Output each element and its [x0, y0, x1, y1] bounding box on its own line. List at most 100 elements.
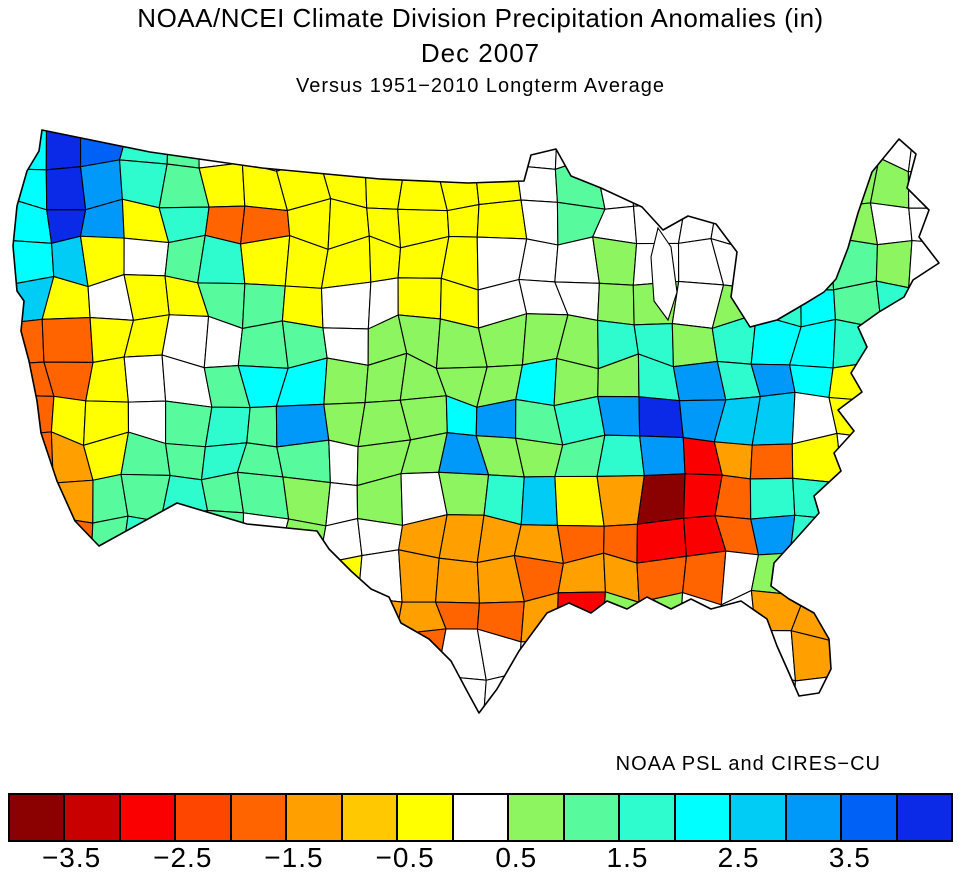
- climate-division-cell: [840, 476, 880, 522]
- climate-division-cell: [751, 130, 806, 171]
- climate-division-cell: [41, 317, 94, 363]
- climate-division-cell: [518, 671, 568, 713]
- map-svg: [12, 129, 940, 714]
- climate-division-cell: [873, 518, 918, 564]
- climate-division-cell: [45, 130, 82, 171]
- figure-header: NOAA/NCEI Climate Division Precipitation…: [0, 0, 961, 98]
- climate-division-cell: [518, 639, 568, 674]
- colorbar-tick-label: −0.5: [375, 842, 435, 873]
- colorbar-segment-15: [842, 795, 898, 840]
- climate-division-cell: [636, 517, 687, 564]
- climate-division-cell: [789, 514, 842, 564]
- climate-division-cell: [630, 167, 687, 207]
- climate-division-cell: [42, 479, 94, 524]
- climate-division-cell: [275, 563, 321, 606]
- climate-division-cell: [556, 628, 604, 674]
- climate-division-cell: [679, 633, 722, 684]
- climate-division-cell: [13, 549, 43, 606]
- climate-division-cell: [356, 629, 407, 685]
- climate-division-cell: [123, 354, 167, 403]
- climate-division-cell: [875, 280, 919, 330]
- climate-division-cell: [638, 396, 684, 439]
- climate-division-cell: [13, 600, 52, 642]
- colorbar-segment-9: [509, 795, 565, 840]
- climate-division-cell: [831, 589, 883, 642]
- climate-division-cell: [871, 360, 914, 402]
- climate-division-cell: [277, 678, 324, 713]
- climate-division-cell: [593, 130, 639, 169]
- climate-division-cell: [556, 591, 606, 641]
- climate-division-cell: [320, 281, 372, 330]
- climate-division-cell: [911, 471, 939, 520]
- climate-division-cell: [715, 167, 753, 211]
- colorbar: [8, 793, 953, 842]
- colorbar-tick-label: −3.5: [41, 842, 102, 873]
- colorbar-tick-label: −2.5: [153, 842, 213, 873]
- climate-division-cell: [913, 629, 939, 677]
- climate-division-cell: [204, 406, 251, 448]
- climate-division-cell: [395, 628, 447, 685]
- climate-division-cell: [869, 202, 913, 246]
- figure-period: Dec 2007: [420, 38, 541, 68]
- colorbar-tick-label: −1.5: [264, 842, 324, 873]
- climate-division-cell: [165, 400, 213, 448]
- climate-division-cell: [749, 477, 796, 520]
- climate-division-cell: [161, 549, 213, 605]
- climate-division-cell: [123, 237, 170, 277]
- colorbar-segment-12: [675, 795, 732, 840]
- climate-division-cell: [89, 596, 135, 642]
- climate-division-cell: [206, 673, 253, 713]
- climate-division-cell: [792, 130, 835, 172]
- climate-division-cell: [398, 549, 440, 603]
- climate-division-cell: [120, 473, 171, 523]
- climate-division-cell: [713, 629, 764, 684]
- climate-division-cell: [873, 554, 921, 601]
- climate-division-cell: [515, 357, 558, 407]
- climate-division-cell: [159, 509, 213, 562]
- climate-division-cell: [719, 130, 759, 171]
- climate-division-cell: [236, 471, 290, 520]
- colorbar-segment-11: [620, 795, 676, 840]
- climate-division-cell: [438, 471, 490, 516]
- climate-division-cell: [165, 668, 211, 713]
- figure-title: NOAA/NCEI Climate Division Precipitation…: [137, 3, 824, 33]
- climate-division-cell: [242, 512, 290, 565]
- climate-division-cell: [246, 405, 278, 448]
- climate-division-cell: [908, 240, 939, 289]
- climate-division-cell: [908, 207, 939, 245]
- climate-division-cell: [639, 435, 686, 477]
- climate-division-cell: [592, 236, 638, 286]
- climate-division-cell: [13, 318, 45, 366]
- us-outline: [12, 129, 940, 714]
- climate-division-cell: [597, 282, 635, 326]
- climate-division-cell: [749, 205, 800, 251]
- climate-division-cell: [250, 634, 287, 683]
- climate-division-cell: [672, 360, 727, 402]
- climate-division-cell: [200, 471, 245, 514]
- colorbar-tick-label: 1.5: [606, 842, 649, 873]
- climate-division-cell: [558, 668, 602, 713]
- climate-division-cell: [446, 203, 480, 238]
- climate-division-cell: [282, 476, 331, 527]
- climate-division-cell: [13, 394, 55, 438]
- colorbar-tick-label: 3.5: [828, 842, 871, 873]
- climate-division-cell: [749, 443, 794, 480]
- climate-division-cell: [476, 199, 528, 240]
- climate-division-cell: [438, 514, 485, 564]
- climate-division-cell: [680, 681, 715, 713]
- climate-division-cell: [554, 475, 605, 527]
- climate-division-cell: [912, 554, 939, 606]
- climate-division-cell: [200, 588, 252, 637]
- climate-division-cell: [870, 673, 915, 713]
- climate-division-cell: [677, 130, 724, 169]
- climate-division-cell: [474, 162, 522, 206]
- climate-division-cell: [870, 436, 913, 484]
- climate-division-cell: [907, 166, 939, 210]
- climate-division-cell: [399, 675, 440, 713]
- climate-division-cell: [251, 678, 290, 713]
- climate-division-cell: [328, 439, 359, 487]
- climate-division-cell: [241, 130, 286, 172]
- climate-division-cell: [791, 205, 843, 238]
- colorbar-segment-1: [65, 795, 121, 840]
- climate-division-cell: [749, 669, 796, 713]
